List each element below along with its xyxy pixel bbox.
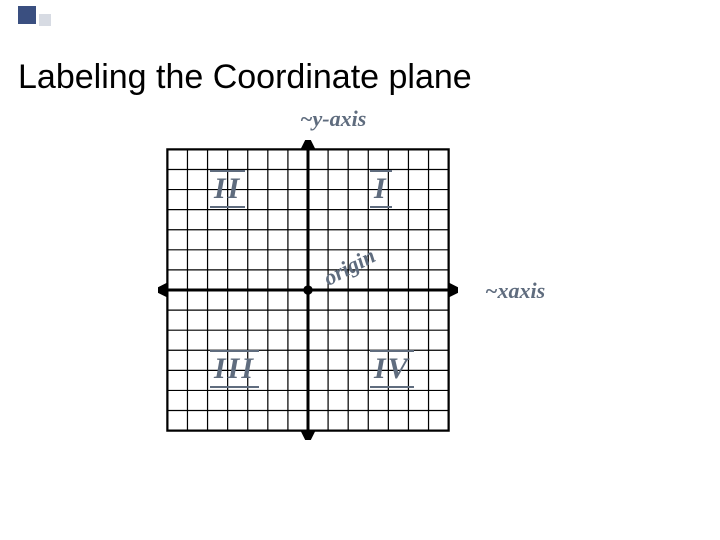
label-quadrant-2: II <box>210 170 245 208</box>
label-quadrant-4: IV <box>370 350 414 388</box>
coordinate-plane <box>158 140 458 440</box>
slide-title: Labeling the Coordinate plane <box>18 58 472 97</box>
label-quadrant-1: I <box>370 170 392 208</box>
label-x-axis: ~xaxis <box>485 278 545 304</box>
label-y-axis: ~y-axis <box>300 106 366 132</box>
label-quadrant-3: III <box>210 350 259 388</box>
grid-svg <box>158 140 458 440</box>
slide-bullet <box>18 6 58 46</box>
bullet-icon <box>18 6 58 46</box>
